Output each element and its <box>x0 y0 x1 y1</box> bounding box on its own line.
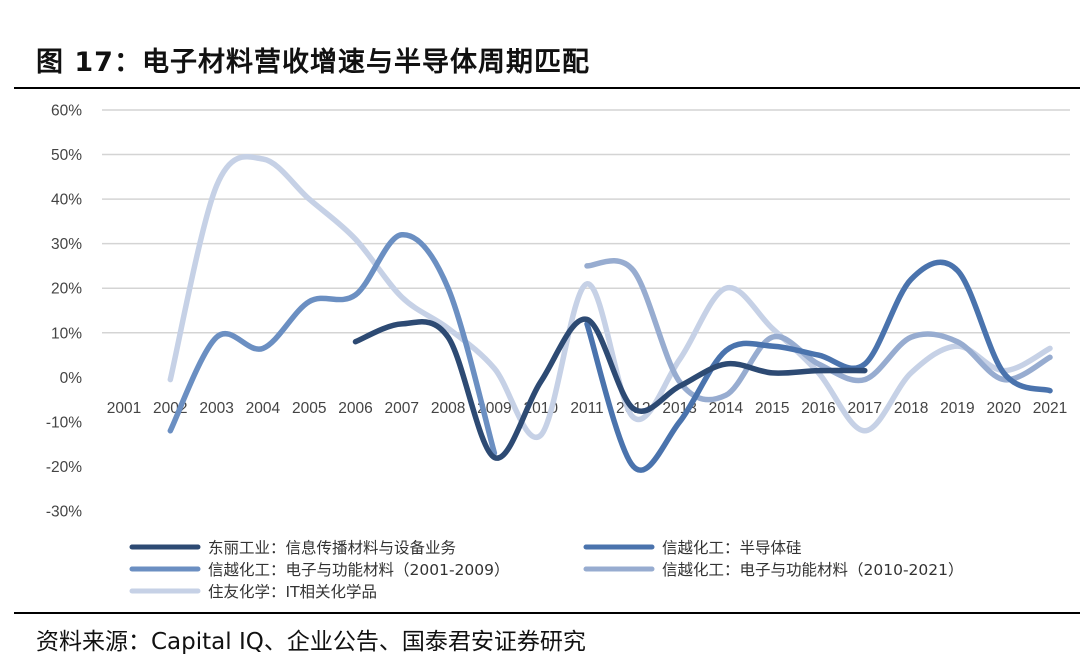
x-tick-label: 2020 <box>986 400 1021 417</box>
legend-label: 信越化工：电子与功能材料（2001-2009） <box>208 561 510 579</box>
x-tick-label: 2001 <box>107 400 141 417</box>
x-tick-label: 2004 <box>246 400 281 417</box>
y-tick-label: -30% <box>46 504 82 521</box>
x-tick-label: 2003 <box>199 400 233 417</box>
bottom-rule <box>14 612 1080 614</box>
source-note: 资料来源：Capital IQ、企业公告、国泰君安证券研究 <box>36 629 586 655</box>
series-line <box>167 154 1053 441</box>
x-tick-label: 2014 <box>709 400 744 417</box>
gridlines <box>102 109 1070 334</box>
x-tick-label: 2017 <box>848 400 882 417</box>
y-tick-label: 20% <box>51 281 82 298</box>
x-tick-label: 2006 <box>338 400 372 417</box>
figure-title: 图 17：电子材料营收增速与半导体周期匹配 <box>36 47 590 78</box>
legend-label: 信越化工：电子与功能材料（2010-2021） <box>662 561 964 579</box>
x-tick-label: 2021 <box>1033 400 1067 417</box>
series-line <box>584 259 1053 473</box>
y-tick-label: -20% <box>46 459 82 476</box>
x-tick-label: 2007 <box>385 400 419 417</box>
x-tick-label: 2005 <box>292 400 326 417</box>
legend-label: 信越化工：半导体硅 <box>662 539 802 557</box>
series-line <box>584 257 1053 403</box>
x-tick-label: 2015 <box>755 400 789 417</box>
x-axis-labels: 2001 2002 2003 2004 2005 2006 2007 2008 2009 2010… <box>107 400 1067 417</box>
series-lines <box>167 154 1053 473</box>
y-tick-label: -10% <box>46 414 82 431</box>
y-axis-labels: -30% -20% -10% 0% 10% 20% 30% 40% 50% 60% <box>46 103 82 521</box>
y-tick-label: 50% <box>51 147 82 164</box>
legend-label: 住友化学：IT相关化学品 <box>208 583 377 601</box>
x-tick-label: 2011 <box>570 400 603 417</box>
y-tick-label: 40% <box>51 192 82 209</box>
series-line <box>167 232 498 456</box>
x-tick-label: 2018 <box>894 400 928 417</box>
legend-label: 东丽工业：信息传播材料与设备业务 <box>208 539 456 557</box>
legend: 东丽工业：信息传播材料与设备业务 信越化工：半导体硅信越化工：电子与功能材料（20… <box>129 539 964 601</box>
y-tick-label: 10% <box>51 325 82 342</box>
line-chart: -30% -20% -10% 0% 10% 20% 30% 40% 50% 60% 2001 200… <box>46 103 1070 601</box>
x-tick-label: 2008 <box>431 400 465 417</box>
y-tick-label: 0% <box>60 370 83 387</box>
top-rule <box>14 87 1080 89</box>
series-line <box>352 316 868 461</box>
x-tick-label: 2019 <box>940 400 974 417</box>
y-tick-label: 30% <box>51 236 82 253</box>
y-tick-label: 60% <box>51 103 82 120</box>
x-tick-label: 2016 <box>801 400 835 417</box>
